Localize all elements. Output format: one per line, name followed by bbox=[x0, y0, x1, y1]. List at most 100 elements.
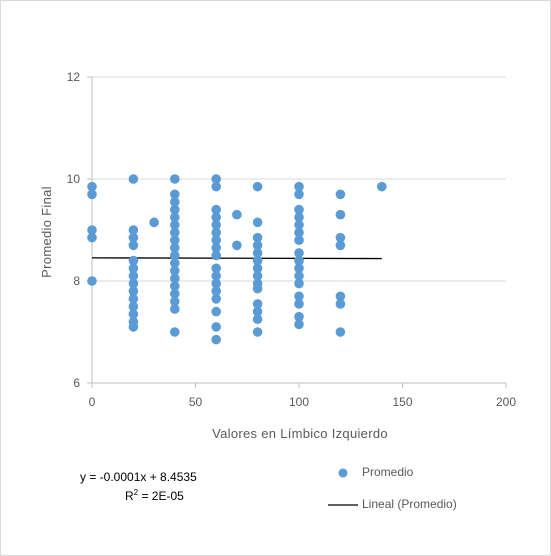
data-point bbox=[252, 314, 263, 325]
data-point bbox=[252, 306, 263, 317]
data-point bbox=[252, 263, 263, 274]
data-point bbox=[335, 189, 346, 200]
data-point bbox=[211, 212, 221, 223]
data-point bbox=[87, 232, 97, 243]
data-point bbox=[252, 255, 263, 266]
data-point bbox=[252, 271, 263, 281]
data-point bbox=[170, 220, 180, 230]
r-squared: R2 = 2E-05 bbox=[125, 488, 184, 503]
data-point bbox=[87, 225, 97, 235]
data-point bbox=[232, 209, 242, 220]
data-point bbox=[170, 235, 180, 245]
data-point bbox=[128, 286, 139, 297]
data-point bbox=[149, 217, 159, 228]
y-tick-label: 10 bbox=[67, 172, 81, 186]
r-squared-prefix: R bbox=[125, 489, 134, 503]
trendline-group bbox=[91, 257, 382, 260]
data-point bbox=[128, 301, 139, 312]
data-point bbox=[335, 240, 346, 251]
data-point bbox=[128, 263, 139, 274]
data-point bbox=[294, 189, 304, 200]
data-point bbox=[211, 181, 221, 192]
x-axis-title: Valores en Límbico Izquierdo bbox=[212, 426, 388, 441]
data-point bbox=[128, 278, 139, 289]
data-point bbox=[211, 174, 221, 184]
tick-labels: 6 8 10 12 0 50 100 150 200 bbox=[67, 70, 517, 409]
data-point bbox=[294, 263, 304, 274]
legend-marker-promedio bbox=[338, 468, 348, 478]
data-point bbox=[87, 181, 97, 192]
data-point bbox=[170, 327, 180, 337]
x-tick-label: 150 bbox=[392, 395, 412, 409]
data-point bbox=[128, 309, 139, 319]
data-point bbox=[170, 281, 180, 291]
data-point bbox=[335, 299, 346, 309]
data-point bbox=[252, 283, 263, 294]
x-tick-label: 200 bbox=[496, 395, 516, 409]
data-point bbox=[128, 271, 139, 281]
data-point bbox=[252, 181, 263, 192]
data-point bbox=[211, 322, 221, 332]
y-tick-label: 6 bbox=[73, 376, 80, 390]
data-point bbox=[170, 189, 180, 200]
data-point bbox=[294, 235, 304, 245]
data-point bbox=[170, 212, 180, 223]
y-tick-label: 12 bbox=[67, 70, 81, 84]
y-axis-title: Promedio Final bbox=[39, 186, 54, 278]
data-point bbox=[170, 197, 180, 207]
data-point bbox=[211, 306, 221, 317]
data-point bbox=[128, 322, 139, 332]
data-point bbox=[294, 248, 304, 258]
data-point bbox=[211, 278, 221, 289]
r-squared-value: = 2E-05 bbox=[138, 489, 184, 503]
data-point bbox=[335, 232, 346, 243]
data-point bbox=[294, 319, 304, 330]
data-point bbox=[211, 271, 221, 281]
data-point bbox=[252, 248, 263, 258]
data-point bbox=[335, 291, 346, 302]
data-point bbox=[170, 288, 180, 299]
data-point bbox=[294, 299, 304, 309]
x-tick-label: 50 bbox=[189, 395, 203, 409]
data-point bbox=[252, 327, 263, 337]
data-point bbox=[128, 255, 139, 266]
data-point bbox=[211, 263, 221, 274]
data-point bbox=[211, 227, 221, 238]
data-point bbox=[87, 276, 97, 286]
data-point bbox=[211, 243, 221, 253]
data-point bbox=[294, 204, 304, 215]
data-point bbox=[294, 278, 304, 289]
data-point bbox=[170, 250, 180, 261]
data-point bbox=[170, 227, 180, 238]
legend-label-promedio: Promedio bbox=[362, 465, 414, 479]
data-point bbox=[170, 243, 180, 253]
data-point bbox=[294, 220, 304, 230]
data-point bbox=[252, 299, 263, 309]
data-point bbox=[294, 311, 304, 322]
y-tick-label: 8 bbox=[73, 274, 80, 288]
data-point bbox=[294, 181, 304, 192]
data-point bbox=[335, 327, 346, 337]
data-point bbox=[252, 232, 263, 243]
legend-label-lineal: Lineal (Promedio) bbox=[362, 497, 457, 511]
trend-equation: y = -0.0001x + 8.4535 bbox=[80, 470, 197, 484]
data-point bbox=[87, 189, 97, 200]
x-tick-label: 100 bbox=[289, 395, 309, 409]
data-point bbox=[252, 217, 263, 228]
data-point bbox=[128, 232, 139, 243]
x-tick-label: 0 bbox=[89, 395, 96, 409]
data-point bbox=[128, 174, 139, 184]
data-point bbox=[211, 235, 221, 245]
data-point bbox=[128, 225, 139, 235]
data-point bbox=[170, 204, 180, 215]
data-point bbox=[294, 255, 304, 266]
data-point bbox=[294, 212, 304, 223]
r-squared-exp: 2 bbox=[133, 488, 139, 497]
data-point bbox=[294, 271, 304, 281]
data-point bbox=[170, 174, 180, 184]
data-point bbox=[211, 294, 221, 304]
data-point bbox=[170, 296, 180, 307]
data-point bbox=[170, 266, 180, 276]
data-point bbox=[294, 291, 304, 302]
